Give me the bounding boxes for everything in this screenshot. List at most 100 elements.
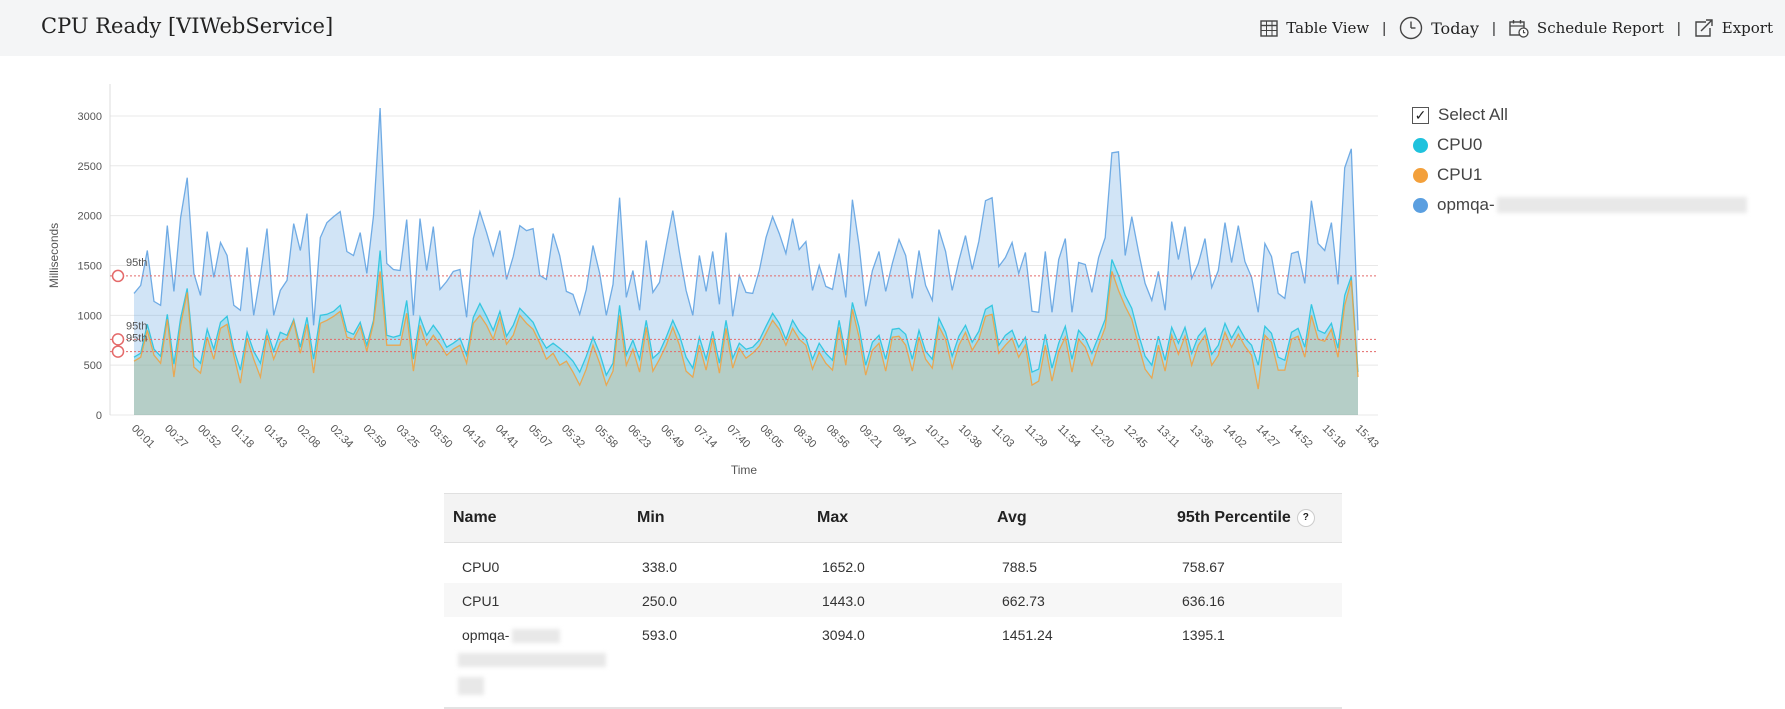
- column-header-avg[interactable]: Avg: [997, 509, 1027, 526]
- x-tick-label: 00:01: [129, 423, 157, 451]
- row-min: 250.0: [642, 593, 678, 609]
- toolbar-separator: |: [1492, 19, 1496, 37]
- row-name: opmqa-: [462, 627, 510, 643]
- column-header-label[interactable]: 95th Percentile: [1177, 509, 1291, 526]
- x-tick-label: 02:08: [294, 423, 322, 451]
- x-tick-label: 08:30: [791, 423, 819, 451]
- x-tick-label: 02:34: [327, 423, 355, 451]
- row-min: 593.0: [642, 627, 678, 643]
- table-icon: [1260, 19, 1278, 37]
- x-tick-label: 00:27: [162, 423, 190, 451]
- row-p95: 636.16: [1182, 593, 1225, 609]
- cpu1-color-dot: [1413, 167, 1428, 183]
- legend-item-opmqa[interactable]: opmqa-: [1410, 190, 1747, 220]
- redacted-text: [1496, 197, 1747, 213]
- schedule-report-label: Schedule Report: [1536, 19, 1664, 37]
- column-header-max[interactable]: Max: [817, 509, 849, 526]
- y-tick-label: 0: [96, 410, 102, 422]
- column-header-name[interactable]: Name: [453, 509, 497, 526]
- x-tick-label: 07:14: [691, 423, 719, 451]
- table-view-label: Table View: [1286, 19, 1370, 37]
- schedule-report-button[interactable]: Schedule Report: [1509, 19, 1664, 38]
- table-row: opmqa- 593.0 3094.0 1451.24 1395.1: [444, 617, 1342, 707]
- legend-item-label: CPU1: [1437, 165, 1483, 184]
- y-tick-label: 500: [84, 360, 102, 372]
- x-tick-label: 12:45: [1121, 423, 1149, 451]
- y-tick-label: 2500: [78, 161, 102, 173]
- row-avg: 1451.24: [1002, 627, 1053, 643]
- series-area: [134, 250, 1358, 415]
- chart-legend: ✓ Select All CPU0 CPU1 opmqa-: [1410, 100, 1747, 220]
- calendar-clock-icon: [1509, 19, 1529, 38]
- percentile-label: 95th: [126, 320, 147, 332]
- table-row: CPU0 338.0 1652.0 788.5 758.67: [444, 549, 1342, 583]
- clock-icon: [1399, 16, 1423, 40]
- table-view-button[interactable]: Table View: [1260, 19, 1369, 37]
- today-label: Today: [1431, 18, 1480, 38]
- toolbar-separator: |: [1382, 19, 1387, 37]
- x-tick-label: 13:36: [1187, 423, 1215, 451]
- x-tick-label: 01:18: [228, 423, 256, 451]
- select-all-checkbox[interactable]: ✓ Select All: [1410, 100, 1747, 130]
- x-tick-label: 11:03: [989, 423, 1016, 450]
- x-tick-label: 03:25: [394, 423, 422, 451]
- legend-item-cpu1[interactable]: CPU1: [1410, 160, 1747, 190]
- today-button[interactable]: Today: [1399, 16, 1479, 40]
- column-header-min[interactable]: Min: [637, 509, 665, 526]
- export-icon: [1694, 18, 1714, 38]
- column-header-95th-percentile: 95th Percentile?: [1177, 509, 1315, 527]
- x-tick-label: 08:56: [824, 423, 852, 451]
- x-tick-label: 04:16: [460, 423, 488, 451]
- legend-item-cpu0[interactable]: CPU0: [1410, 130, 1747, 160]
- x-tick-label: 05:58: [592, 423, 620, 451]
- export-label: Export: [1721, 19, 1773, 37]
- series-line: [133, 250, 1359, 377]
- table-row: CPU1 250.0 1443.0 662.73 636.16: [444, 583, 1342, 617]
- percentile-label: 95th: [126, 333, 147, 345]
- x-tick-label: 04:41: [493, 423, 521, 451]
- y-tick-label: 2000: [78, 211, 102, 223]
- series-line: [133, 107, 1359, 331]
- x-tick-label: 08:05: [757, 423, 785, 451]
- x-tick-label: 03:50: [427, 423, 455, 451]
- x-tick-label: 02:59: [360, 423, 388, 451]
- series-opmqa: [133, 107, 1359, 415]
- header-bar: CPU Ready [VIWebService] Table View | To…: [0, 0, 1785, 56]
- y-tick-label: 1000: [78, 310, 102, 322]
- x-tick-label: 15:18: [1320, 423, 1348, 451]
- export-button[interactable]: Export: [1694, 18, 1773, 38]
- x-tick-label: 10:38: [956, 423, 984, 451]
- redacted-text: [458, 677, 484, 695]
- select-all-label: Select All: [1438, 105, 1508, 124]
- x-tick-label: 14:27: [1254, 423, 1282, 451]
- row-max: 1652.0: [822, 559, 865, 575]
- row-avg: 662.73: [1002, 593, 1045, 609]
- y-tick-label: 1500: [78, 260, 102, 272]
- x-tick-label: 01:43: [261, 423, 289, 451]
- x-tick-label: 05:07: [526, 423, 554, 451]
- x-tick-label: 14:02: [1221, 423, 1249, 451]
- x-tick-label: 00:52: [195, 423, 223, 451]
- help-icon[interactable]: ?: [1296, 509, 1315, 527]
- x-tick-label: 15:43: [1353, 423, 1381, 451]
- x-tick-label: 09:21: [857, 423, 885, 451]
- percentile-marker: [111, 333, 125, 346]
- table-header-row: Name Min Max Avg 95th Percentile?: [444, 493, 1342, 543]
- x-tick-label: 06:49: [658, 423, 686, 451]
- series-line: [133, 271, 1359, 390]
- percentile-marker: [111, 269, 125, 283]
- row-min: 338.0: [642, 559, 678, 575]
- toolbar-separator: |: [1676, 19, 1681, 37]
- row-p95: 758.67: [1182, 559, 1225, 575]
- series-area: [134, 108, 1358, 415]
- x-tick-label: 10:12: [923, 423, 951, 451]
- redacted-text: [512, 629, 560, 643]
- checkbox-checked-icon: ✓: [1412, 106, 1429, 124]
- x-tick-label: 14:52: [1287, 423, 1315, 451]
- row-max: 3094.0: [822, 627, 865, 643]
- toolbar: Table View | Today | Schedule Report | E…: [1260, 0, 1785, 56]
- row-name: CPU1: [462, 593, 500, 609]
- x-tick-label: 06:23: [625, 423, 653, 451]
- x-tick-label: 12:20: [1088, 423, 1116, 451]
- legend-item-label: CPU0: [1437, 135, 1483, 154]
